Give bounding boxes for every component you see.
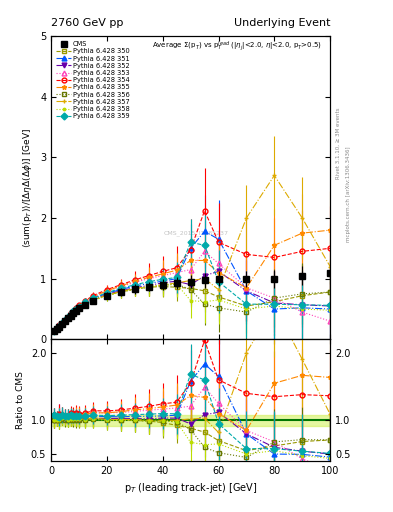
Text: 2760 GeV pp: 2760 GeV pp bbox=[51, 18, 123, 28]
Y-axis label: $\langle$sum(p$_T$)$\rangle$/[$\Delta\eta\Delta(\Delta\phi)$] [GeV]: $\langle$sum(p$_T$)$\rangle$/[$\Delta\et… bbox=[22, 127, 35, 248]
Y-axis label: Ratio to CMS: Ratio to CMS bbox=[16, 371, 25, 429]
Text: Average $\Sigma$(p$_T$) vs p$_T^{lead}$ ($|\eta_j|$<2.0, $\eta|$<2.0, p$_T$>0.5): Average $\Sigma$(p$_T$) vs p$_T^{lead}$ … bbox=[152, 39, 322, 53]
Text: Rivet 3.1.10, ≥ 3M events: Rivet 3.1.10, ≥ 3M events bbox=[336, 108, 341, 179]
X-axis label: p$_T$ (leading track-jet) [GeV]: p$_T$ (leading track-jet) [GeV] bbox=[124, 481, 257, 495]
Text: mcplots.cern.ch [arXiv:1306.3436]: mcplots.cern.ch [arXiv:1306.3436] bbox=[346, 147, 351, 242]
Text: CMS_2015_I1385237: CMS_2015_I1385237 bbox=[164, 230, 229, 236]
Legend: CMS, Pythia 6.428 350, Pythia 6.428 351, Pythia 6.428 352, Pythia 6.428 353, Pyt: CMS, Pythia 6.428 350, Pythia 6.428 351,… bbox=[54, 39, 132, 121]
Text: Underlying Event: Underlying Event bbox=[233, 18, 330, 28]
Bar bbox=[51, 415, 330, 425]
